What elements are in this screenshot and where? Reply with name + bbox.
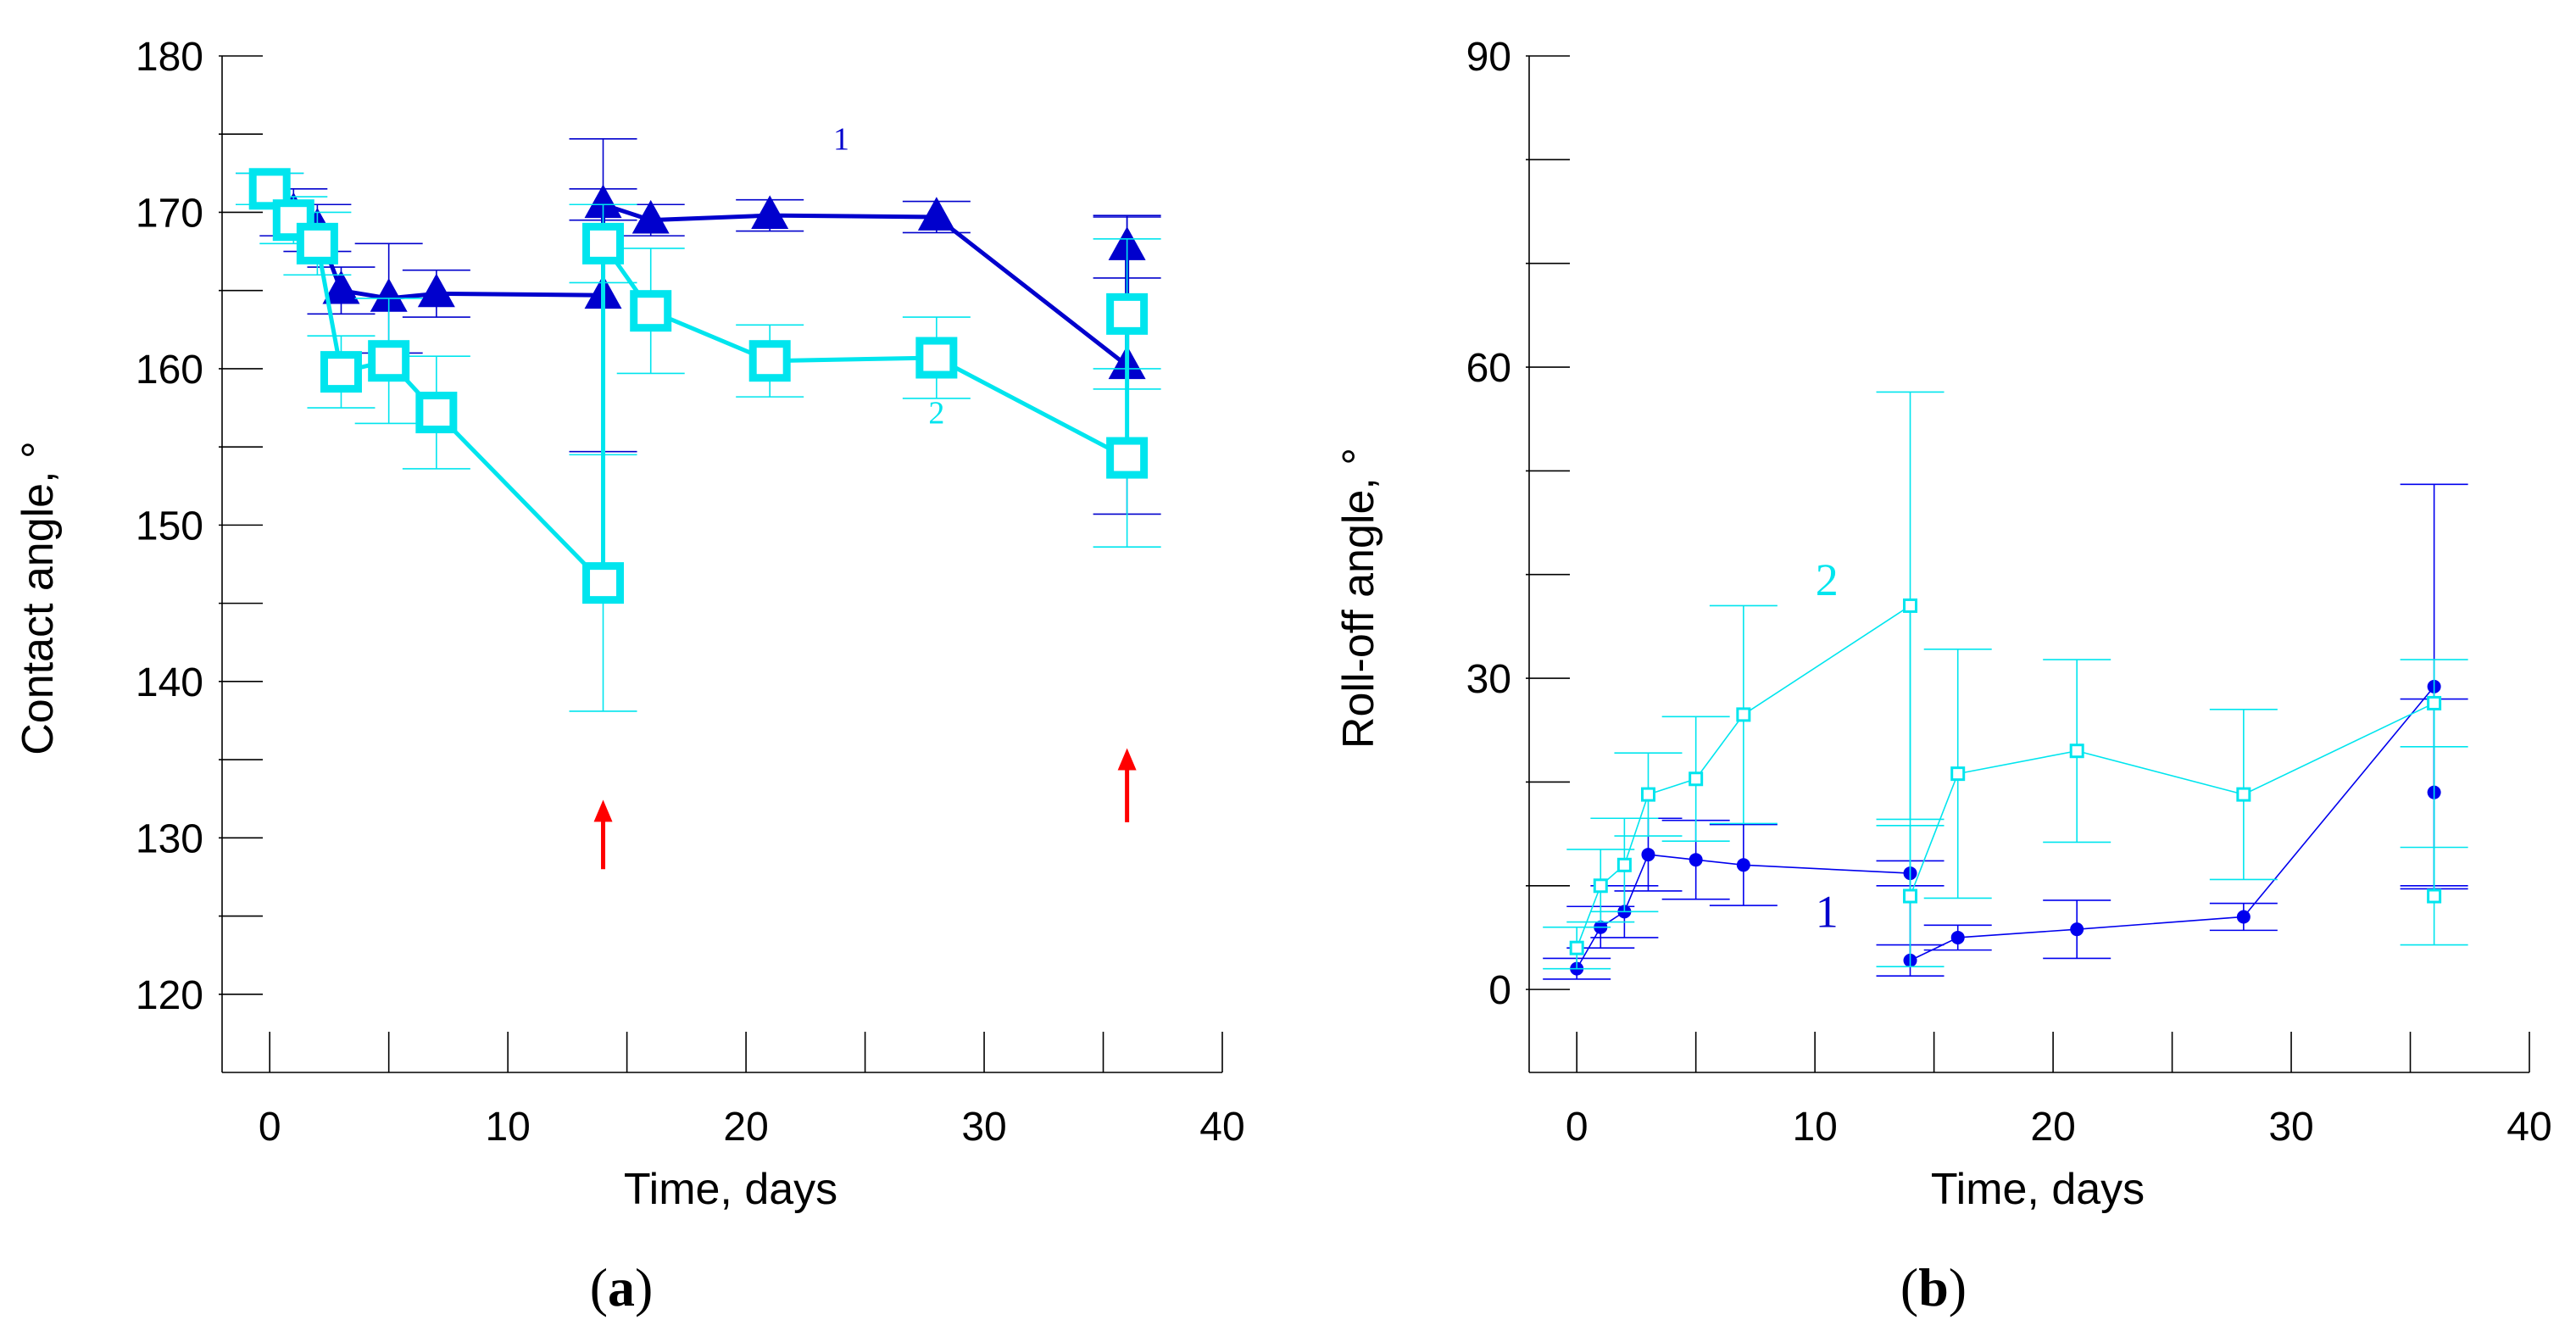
y-tick-label: 30	[1466, 657, 1511, 702]
x-tick-label: 0	[1566, 1105, 1588, 1150]
series-2	[1543, 391, 2468, 970]
y-tick-label: 160	[136, 348, 203, 393]
y-axis-title: Roll-off angle, °	[1334, 448, 1383, 749]
series-line	[1576, 604, 2435, 949]
data-point	[1616, 857, 1632, 872]
x-axis-title: Time, days	[624, 1165, 837, 1214]
data-point	[370, 278, 408, 312]
data-point	[1736, 707, 1751, 722]
data-point	[2236, 910, 2251, 924]
data-point	[1689, 853, 1703, 867]
data-point	[417, 273, 455, 308]
data-point	[917, 197, 955, 231]
x-tick-label: 40	[1199, 1105, 1244, 1150]
panel-label: (a)	[590, 1257, 654, 1317]
red-arrow	[593, 799, 613, 870]
data-point	[584, 184, 622, 219]
data-point	[1569, 940, 1584, 955]
arrow-head	[593, 799, 613, 822]
data-point	[1903, 598, 1918, 613]
series-line	[268, 187, 1130, 586]
y-tick-label: 170	[136, 191, 203, 236]
x-tick-label: 0	[259, 1105, 281, 1150]
data-point	[320, 351, 362, 393]
data-point	[582, 222, 625, 265]
y-tick-label: 0	[1488, 968, 1511, 1013]
x-tick-label: 10	[1792, 1105, 1837, 1150]
panel-label: (b)	[1900, 1257, 1967, 1317]
data-point	[630, 290, 672, 332]
y-tick-label: 90	[1466, 35, 1511, 80]
data-point	[1640, 787, 1655, 802]
series-annotation: 2	[1816, 554, 1839, 605]
data-point	[1641, 848, 1655, 862]
y-tick-label: 120	[136, 973, 203, 1018]
data-point	[1593, 878, 1608, 894]
data-point	[582, 562, 625, 604]
data-point	[748, 340, 791, 382]
data-point	[1106, 437, 1149, 479]
series-line	[1576, 686, 2435, 970]
data-point	[322, 270, 360, 304]
series-annotation: 1	[1816, 887, 1839, 938]
data-point	[368, 340, 410, 382]
data-point	[631, 199, 670, 234]
x-tick-label: 40	[2506, 1105, 2551, 1150]
data-point	[2427, 695, 2442, 710]
x-tick-label: 20	[2030, 1105, 2075, 1150]
data-point	[415, 392, 458, 434]
series-annotation: 1	[833, 122, 849, 158]
x-axis-title: Time, days	[1931, 1165, 2145, 1214]
arrow-head	[1117, 748, 1137, 771]
chart-b: 0 30 60 90 0 10 20 30 40 Time, days Roll-off angle…	[1334, 35, 2552, 1317]
y-axis-title: Contact angle, °	[14, 441, 63, 755]
data-point	[1950, 766, 1966, 782]
data-point	[2236, 787, 2251, 802]
series-1	[1543, 483, 2468, 980]
y-tick-label: 140	[136, 660, 203, 705]
red-arrow	[1117, 748, 1137, 822]
data-point	[2070, 922, 2084, 937]
chart-a: 120 130 140 150 160 170 180 0 10 20 30 40 Time, days…	[14, 35, 1245, 1317]
y-tick-label: 60	[1466, 346, 1511, 391]
data-point	[2427, 888, 2442, 904]
data-point	[751, 195, 789, 229]
series-2	[236, 168, 1161, 712]
x-tick-label: 20	[723, 1105, 768, 1150]
data-point	[1903, 888, 1918, 904]
y-tick-label: 130	[136, 816, 203, 861]
x-tick-label: 30	[2268, 1105, 2313, 1150]
data-point	[1106, 292, 1149, 335]
data-point	[1736, 858, 1750, 872]
data-point	[2069, 743, 2084, 759]
data-point	[296, 222, 338, 265]
series-line	[268, 187, 1130, 368]
y-tick-label: 180	[136, 35, 203, 80]
data-point	[915, 337, 958, 379]
series-1	[236, 137, 1161, 515]
x-tick-label: 10	[485, 1105, 530, 1150]
x-tick-label: 30	[961, 1105, 1006, 1150]
y-tick-label: 150	[136, 504, 203, 549]
data-point	[1950, 930, 1965, 944]
series-annotation: 2	[928, 395, 944, 431]
data-point	[1689, 771, 1704, 787]
